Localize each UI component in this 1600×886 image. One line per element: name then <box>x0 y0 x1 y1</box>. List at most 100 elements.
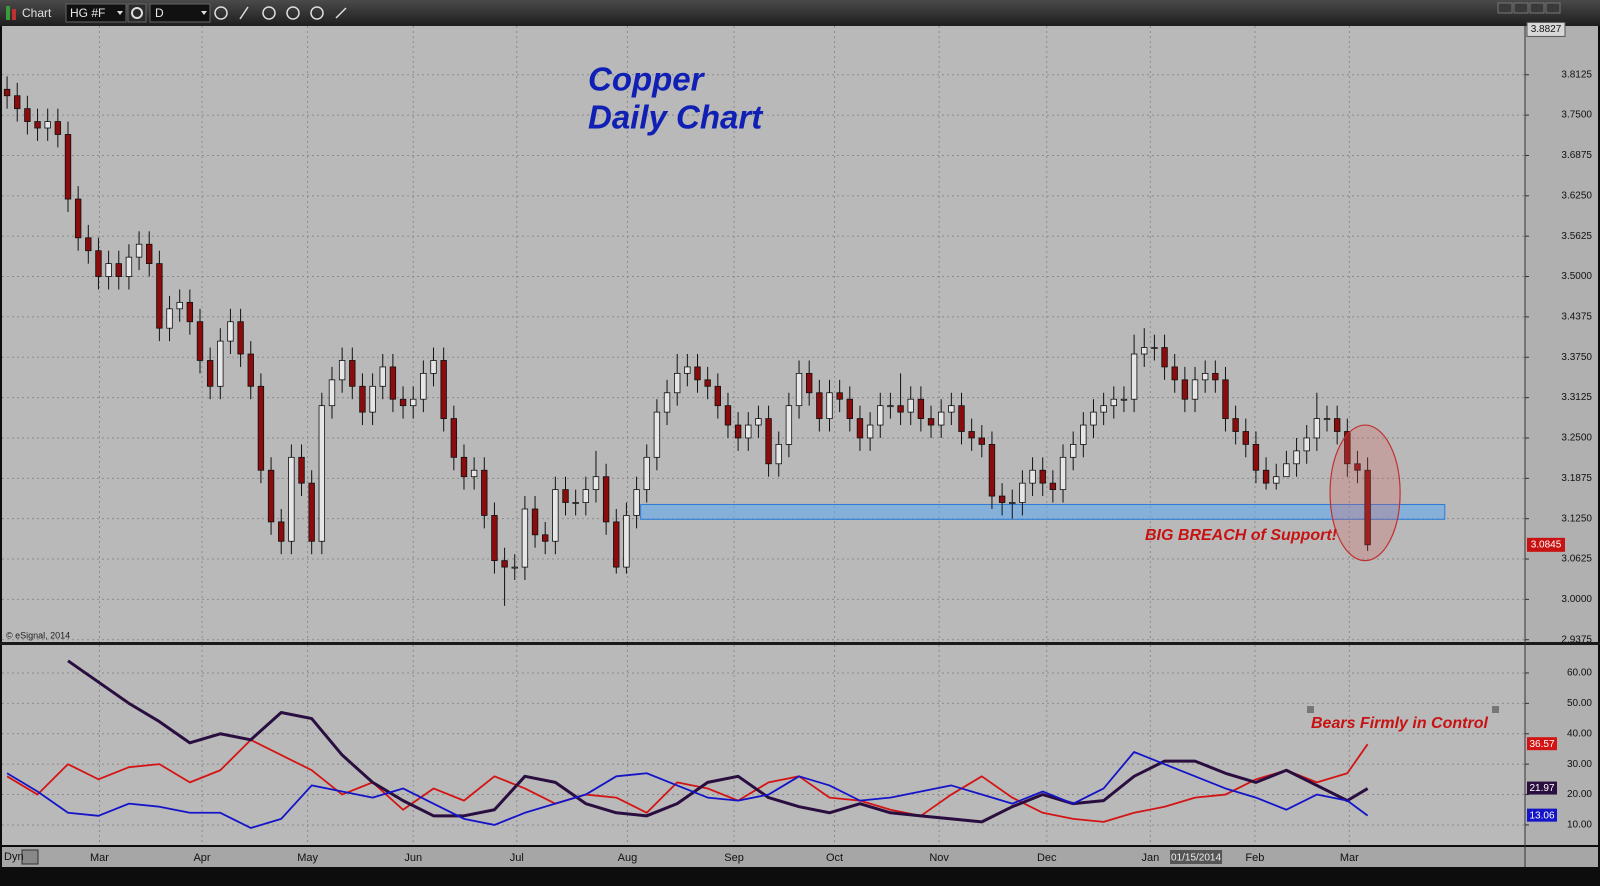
price-pane <box>2 26 1525 642</box>
interval-dropdown[interactable] <box>149 3 211 23</box>
candle-body <box>1364 469 1371 546</box>
candle-body <box>278 521 285 542</box>
candle-body <box>968 431 975 439</box>
candle-body <box>877 405 884 426</box>
candle-body <box>501 560 508 568</box>
marks: 3.8827 3.0845 01/15/2014 36.57 21.97 13.06 <box>3 21 1566 864</box>
candle-body <box>755 418 762 426</box>
interval-text: D <box>155 6 164 20</box>
candle-body <box>887 405 894 408</box>
candle-body <box>1354 463 1361 471</box>
candle-body <box>1313 418 1321 439</box>
candle-body <box>948 405 955 413</box>
candle-body <box>714 385 722 407</box>
axis-high-box <box>1526 21 1566 37</box>
candle-body <box>54 121 62 135</box>
y-tick-label: 3.7500 <box>1561 110 1592 121</box>
play-button[interactable] <box>286 6 300 20</box>
candle-body <box>917 398 925 419</box>
zoom-button[interactable] <box>310 6 324 20</box>
symbol-text: HG #F <box>70 6 105 20</box>
candle-body <box>1161 347 1168 368</box>
x-tick-label: May <box>297 852 318 864</box>
candle-body <box>247 353 254 387</box>
candle-body <box>318 405 326 542</box>
mode-box[interactable] <box>21 849 39 865</box>
candle-body <box>816 392 823 419</box>
app-icon <box>12 9 16 20</box>
candle-body <box>349 360 356 387</box>
candle-body <box>115 263 122 277</box>
candle-body <box>298 456 305 484</box>
candle-body <box>34 121 41 129</box>
candle-body <box>1212 372 1219 381</box>
draw-button[interactable] <box>239 6 249 20</box>
candle-body <box>430 360 437 374</box>
candle-body <box>3 88 11 97</box>
candle-body <box>95 250 102 277</box>
settings-button[interactable] <box>127 3 147 23</box>
value-label: 21.97 <box>1529 783 1554 794</box>
pane-separator <box>0 642 1600 645</box>
close-button[interactable] <box>1545 2 1561 14</box>
candle-body <box>470 469 478 478</box>
y-tick-label: 20.00 <box>1567 789 1592 800</box>
minimize-button[interactable] <box>1513 2 1529 14</box>
candle-body <box>1262 469 1270 484</box>
restore-button[interactable] <box>1497 2 1513 14</box>
y-tick-label: 3.5000 <box>1561 271 1592 282</box>
candle-body <box>1141 347 1148 355</box>
candle-body <box>1323 418 1331 420</box>
x-tick-label: Nov <box>929 852 949 864</box>
link-button[interactable] <box>335 7 347 19</box>
dropdown-arrow <box>201 11 207 15</box>
candle-body <box>643 456 650 491</box>
x-tick-label: Mar <box>1340 852 1359 864</box>
candle-body <box>1232 418 1239 432</box>
app-icon <box>6 6 10 20</box>
value-box <box>1527 737 1557 751</box>
candle-body <box>399 398 407 407</box>
refresh-button[interactable] <box>262 6 276 20</box>
candle-body <box>135 243 143 258</box>
candle-body <box>74 198 82 239</box>
candle-body <box>734 424 742 439</box>
maximize-button[interactable] <box>1529 2 1545 14</box>
x-tick-label: Sep <box>724 852 744 864</box>
candle-body <box>1019 482 1026 503</box>
candle-body <box>206 360 214 387</box>
dropdown-arrow <box>117 11 123 15</box>
handle[interactable] <box>1492 706 1499 713</box>
candle-body <box>267 469 275 523</box>
candle-body <box>410 398 417 407</box>
symbol-dropdown[interactable] <box>65 3 127 23</box>
candle-body <box>1181 379 1189 400</box>
candle-body <box>907 398 914 413</box>
candle-body <box>237 321 244 355</box>
x-tick-label: Jan <box>1141 852 1159 864</box>
x-tick-label: Oct <box>826 852 843 864</box>
candle-body <box>1039 469 1046 484</box>
y-tick-label: 3.8125 <box>1561 69 1592 80</box>
x-tick-label: Feb <box>1245 852 1264 864</box>
candle-body <box>338 360 346 381</box>
candle-body <box>1333 418 1341 432</box>
y-tick-label: 2.9375 <box>1561 634 1592 645</box>
candle-body <box>1029 469 1036 484</box>
candle-body <box>217 340 224 387</box>
candle-body <box>1069 444 1077 458</box>
candle-body <box>24 108 31 122</box>
candle-body <box>176 301 183 310</box>
candle-body <box>1273 476 1280 484</box>
candle-body <box>308 482 315 542</box>
candle-body <box>1080 424 1087 445</box>
candle-body <box>745 424 752 439</box>
clock-button[interactable] <box>214 6 228 20</box>
candle-body <box>724 405 732 426</box>
candle-body <box>1293 450 1300 465</box>
candle-body <box>389 366 397 400</box>
candle-body <box>1283 463 1290 478</box>
handle[interactable] <box>1307 706 1314 713</box>
candle-body <box>14 95 21 110</box>
candle-body <box>1130 353 1138 400</box>
